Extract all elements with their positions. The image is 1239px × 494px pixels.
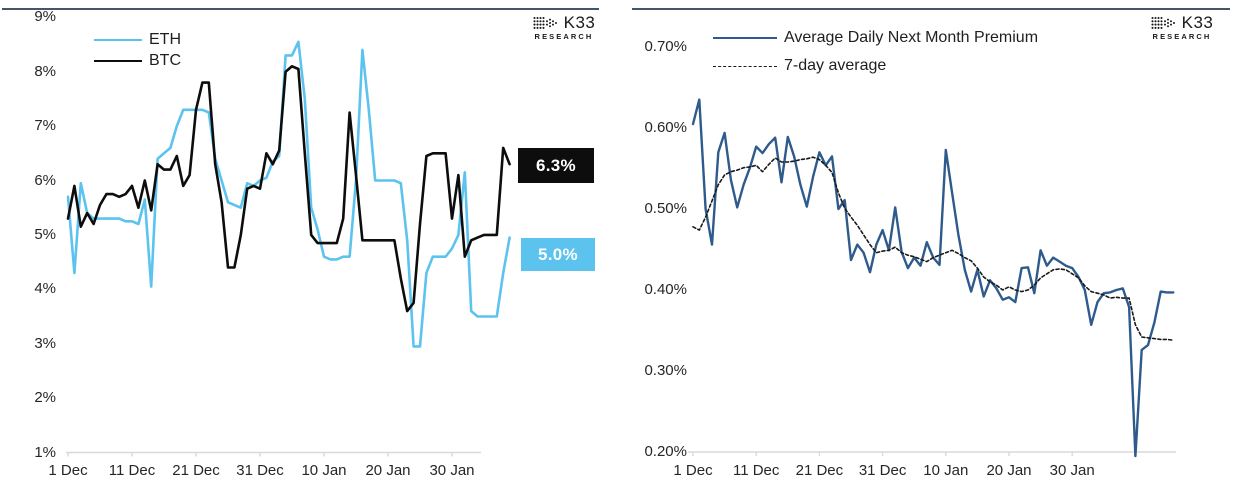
legend-item-premium: Average Daily Next Month Premium [713, 28, 1038, 48]
y-tick-label: 5% [34, 225, 56, 243]
y-tick-label: 0.30% [644, 362, 687, 379]
y-tick-label: 0.40% [644, 281, 687, 298]
avg-dashed-swatch-icon [713, 65, 777, 67]
legend-label-7day: 7-day average [784, 57, 887, 74]
series-line-btc [66, 65, 511, 313]
x-tick-label: 31 Dec [236, 462, 284, 479]
legend-item-7day: 7-day average [713, 56, 886, 76]
k33-dots-icon [533, 16, 557, 29]
header-rule [632, 8, 1230, 10]
series-line-average-daily-next-month-premium [691, 98, 1175, 458]
premium-line-swatch-icon [713, 37, 777, 39]
k33-logo-row: K33 [533, 14, 596, 31]
x-tick-label: 20 Jan [986, 462, 1032, 479]
x-tick-label: 20 Jan [365, 462, 411, 479]
y-tick-label: 2% [34, 389, 56, 407]
x-tick-label: 10 Jan [923, 462, 969, 479]
x-tick-label: 11 Dec [108, 462, 156, 479]
btc-last-value-badge: 6.3% [518, 148, 594, 183]
next-month-premium-plot [688, 98, 1176, 458]
y-tick-label: 4% [34, 280, 56, 298]
x-tick-label: 11 Dec [732, 462, 780, 479]
k33-logo-row: K33 [1151, 14, 1214, 31]
legend-label-premium: Average Daily Next Month Premium [784, 29, 1039, 46]
x-tick-label: 30 Jan [1049, 462, 1095, 479]
chart-panel-next-month-premium: Average Daily Next Month Premium 7-day a… [620, 0, 1239, 494]
k33-logo-text: K33 [563, 13, 596, 32]
series-line-eth [66, 40, 511, 348]
x-tick-label: 21 Dec [795, 462, 844, 479]
x-tick-label: 10 Jan [301, 462, 347, 479]
x-tick-label: 30 Jan [429, 462, 475, 479]
legend-label-eth: ETH [149, 31, 181, 48]
eth-last-value-badge: 5.0% [521, 238, 595, 271]
y-tick-label: 1% [34, 443, 56, 461]
x-tick-label: 21 Dec [172, 462, 220, 479]
legend-label-btc: BTC [149, 52, 181, 69]
x-tick-label: 31 Dec [858, 462, 907, 479]
k33-logo-subtext: RESEARCH [534, 32, 594, 41]
k33-logo-text: K33 [1181, 13, 1214, 32]
eth-btc-premium-plot [66, 40, 511, 457]
legend-item-eth: ETH [94, 30, 181, 50]
y-tick-label: 0.50% [644, 200, 687, 217]
y-tick-label: 3% [34, 334, 56, 352]
series-line-7-day-average [692, 156, 1175, 342]
k33-logo-subtext: RESEARCH [1152, 32, 1212, 41]
legend-item-btc: BTC [94, 51, 181, 71]
k33-research-logo: K33 RESEARCH [1146, 14, 1218, 41]
header-rule [2, 8, 599, 10]
y-tick-label: 6% [34, 171, 56, 189]
k33-research-logo: K33 RESEARCH [528, 14, 600, 41]
chart-panel-eth-btc-premium: ETH BTC [2, 8, 600, 479]
y-tick-label: 0.60% [644, 119, 687, 136]
eth-line-swatch-icon [94, 39, 142, 41]
y-tick-label: 8% [34, 62, 56, 80]
k33-dots-icon [1151, 16, 1175, 29]
x-tick-label: 1 Dec [673, 462, 713, 479]
btc-line-swatch-icon [94, 60, 142, 62]
y-tick-label: 7% [34, 117, 56, 135]
y-tick-label: 0.70% [644, 38, 687, 55]
y-tick-label: 9% [34, 8, 56, 26]
y-tick-label: 0.20% [644, 443, 687, 460]
x-tick-label: 1 Dec [48, 462, 88, 479]
